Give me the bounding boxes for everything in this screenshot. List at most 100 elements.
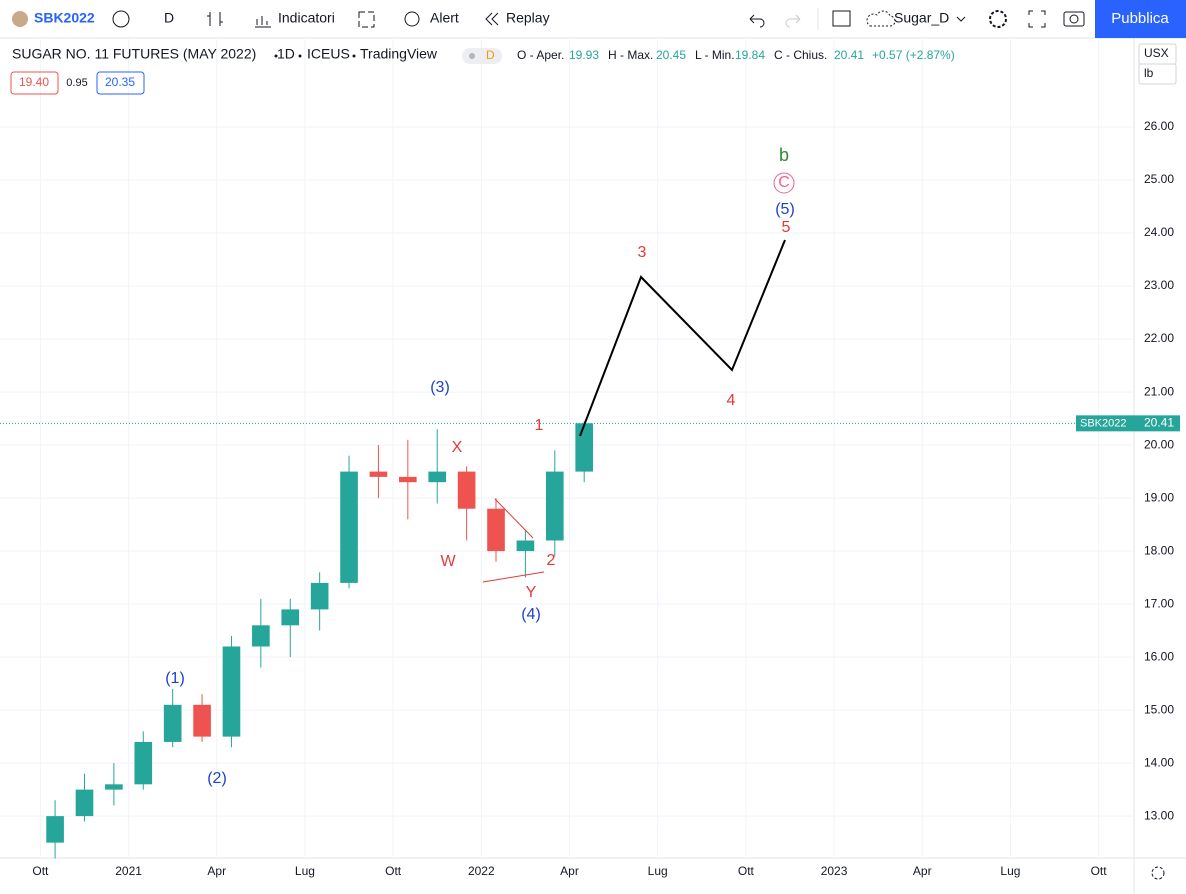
grid: 13.00 14.00 15.00 16.00 17.00 18.00 19.00 20.00… [0,38,1174,878]
publish-button[interactable] [1095,0,1186,38]
sell[interactable]: 19.40 [19,75,49,89]
settings[interactable] [989,10,1007,28]
y-tick-label: 16.00 [1144,649,1174,663]
wave-label: (3) [430,379,450,396]
last-price-value: 20.41 [1144,416,1174,430]
projection [579,239,786,437]
indicators[interactable]: Indicatori [278,10,335,26]
layout-menu[interactable] [956,16,966,22]
symbol-icon[interactable] [12,11,28,27]
candle-body [105,784,123,790]
y-tick-label: 24.00 [1144,225,1174,239]
buy[interactable]: 20.35 [105,75,135,89]
alert-icon[interactable] [404,11,420,27]
badge-bg [462,48,502,64]
wave-label: 2 [547,552,556,569]
x-tick-label: Ott [1091,864,1108,878]
unit[interactable]: lb [1144,66,1154,80]
interval[interactable]: D [164,10,174,26]
legend-exchange: ICEUS [307,46,350,62]
layout-name[interactable]: Sugar_D [894,10,949,26]
wave-label: Y [526,584,537,601]
candle-body [252,625,270,647]
y-tick-label: 23.00 [1144,278,1174,292]
spread: 0.95 [66,77,87,89]
replay-icon[interactable] [485,12,499,26]
alert[interactable]: Alert [430,10,459,26]
high-label: H - Max. [608,48,653,62]
axis-settings[interactable] [1151,866,1165,880]
dot [352,54,356,58]
x-tick-label: Lug [295,864,315,878]
undo[interactable] [749,14,765,28]
publish[interactable]: Pubblica [1111,10,1169,27]
last-price-tag [1076,415,1180,432]
x-tick-label: 2023 [821,864,848,878]
toolbar: SBK2022 D Indicatori Alert Replay Sugar_… [0,0,1186,39]
y-tick-label: 21.00 [1144,384,1174,398]
candle-body [134,741,153,785]
dot [298,54,302,58]
candle-body [399,476,417,483]
sell-box[interactable] [10,71,59,95]
drawings [482,172,795,583]
legend-source: TradingView [360,46,438,62]
candle-body [487,508,505,552]
candle-body [222,646,241,737]
wave-label: W [440,553,456,570]
wave-label: (2) [207,770,227,787]
wave-label: C [778,174,790,191]
change: +0.57 (+2.87%) [872,48,955,62]
chart-type[interactable] [207,12,223,26]
replay[interactable]: Replay [506,10,550,26]
x-tick-label: Lug [648,864,668,878]
y-tick-label: 17.00 [1144,596,1174,610]
candle-body [163,704,182,742]
y-tick-label: 18.00 [1144,543,1174,557]
candle-body [310,582,329,610]
snapshot[interactable] [1063,11,1085,27]
candle-body [75,789,94,817]
fullscreen-layout[interactable] [832,10,851,27]
close-label: C - Chius. [774,48,827,62]
templates[interactable] [358,11,375,28]
symbol[interactable]: SBK2022 [34,10,95,26]
x-tick-label: Lug [1000,864,1020,878]
fullscreen[interactable] [1028,10,1046,28]
wave-label: 1 [535,417,544,434]
candle-body [46,816,64,843]
triangle-upper [494,498,534,539]
indicators-icon[interactable] [255,16,271,28]
triangle-lower [482,571,545,583]
annotations: (1) (2) (3) X W Y (4) 1 2 3 4 5(5) Cb [165,145,795,787]
y-tick-label: 20.00 [1144,437,1174,451]
redo[interactable] [785,14,801,28]
candle-body [340,471,358,583]
candle-body [545,471,564,541]
candle-body [369,471,388,477]
wave-label: (5) [775,201,795,218]
plot: SBK2022 20.41 [0,415,1180,859]
y-tick-label: 13.00 [1144,808,1174,822]
x-tick-label: 2021 [115,864,142,878]
x-tick-label: Ott [385,864,402,878]
open-label: O - Aper. [517,48,564,62]
y-tick-label: 14.00 [1144,755,1174,769]
wave-label: (1) [165,670,185,687]
buy-box[interactable] [96,71,145,95]
circle-c [773,172,795,194]
wave-label: b [779,145,789,165]
unit-box[interactable] [1138,63,1177,85]
wave-label: 4 [727,392,736,409]
y-tick-label: 15.00 [1144,702,1174,716]
y-tick-label: 22.00 [1144,331,1174,345]
wave-label: 3 [638,244,647,261]
wave-label: X [452,439,463,456]
x-tick-label: Ott [738,864,755,878]
x-tick-label: 2022 [468,864,495,878]
currency[interactable]: USX [1144,46,1169,60]
dot [274,54,278,58]
wave-label: 5 [782,219,791,236]
x-tick-label: Apr [913,864,932,878]
add-symbol[interactable] [112,10,130,28]
